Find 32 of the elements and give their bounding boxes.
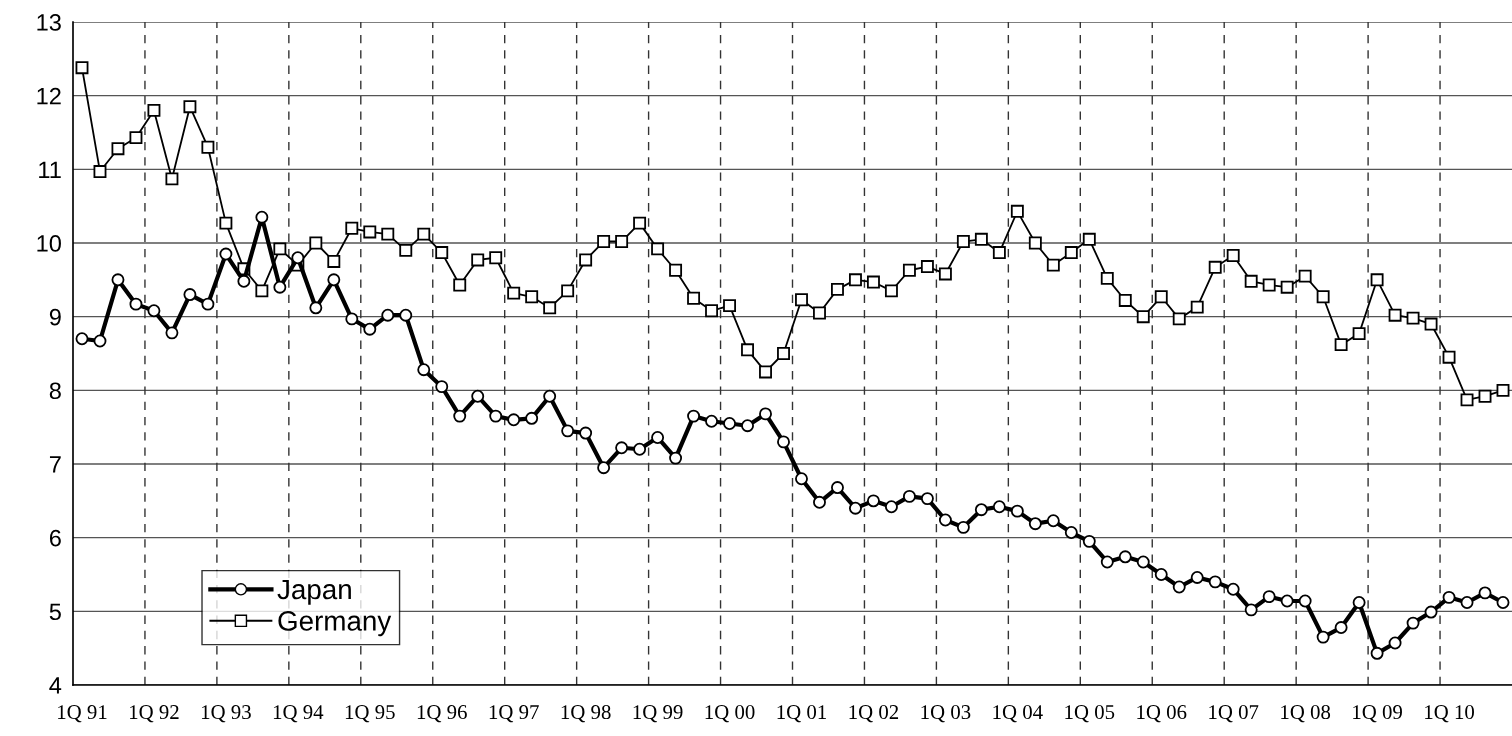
y-tick-label: 6	[49, 529, 61, 547]
x-tick-label: 1Q 92	[130, 705, 179, 723]
y-tick-label: 5	[49, 603, 61, 621]
legend-label: Japan	[277, 579, 351, 605]
x-tick-label: 1Q 02	[849, 705, 899, 723]
x-tick-label: 1Q 03	[921, 705, 971, 723]
x-tick-label: 1Q 06	[1137, 705, 1187, 723]
y-tick-label: 13	[37, 14, 61, 31]
x-tick-label: 1Q 93	[201, 705, 251, 723]
y-tick-label: 11	[39, 161, 61, 178]
x-tick-label: 1Q 07	[1209, 705, 1259, 723]
x-tick-label: 1Q 95	[345, 705, 395, 723]
y-tick-label: 12	[37, 87, 61, 105]
x-tick-label: 1Q 04	[993, 705, 1043, 723]
legend-label: Germany	[278, 611, 392, 637]
y-tick-label: 4	[49, 677, 62, 694]
x-tick-label: 1Q 91	[58, 705, 107, 723]
y-tick-label: 9	[49, 308, 61, 326]
y-tick-label: 7	[49, 456, 61, 473]
x-tick-label: 1Q 00	[705, 705, 755, 723]
y-tick-label: 8	[49, 382, 61, 400]
x-tick-label: 1Q 08	[1281, 705, 1331, 723]
y-tick-label: 10	[37, 235, 61, 252]
x-tick-label: 1Q 98	[561, 705, 611, 723]
x-tick-label: 1Q 99	[633, 705, 683, 723]
x-tick-label: 1Q 97	[489, 705, 539, 723]
x-tick-label: 1Q 05	[1065, 705, 1115, 723]
x-tick-label: 1Q 10	[1425, 705, 1474, 723]
x-tick-label: 1Q 96	[417, 705, 467, 723]
x-tick-label: 1Q 09	[1353, 705, 1402, 723]
x-tick-label: 1Q 94	[273, 705, 324, 723]
x-tick-label: 1Q 01	[777, 705, 826, 723]
